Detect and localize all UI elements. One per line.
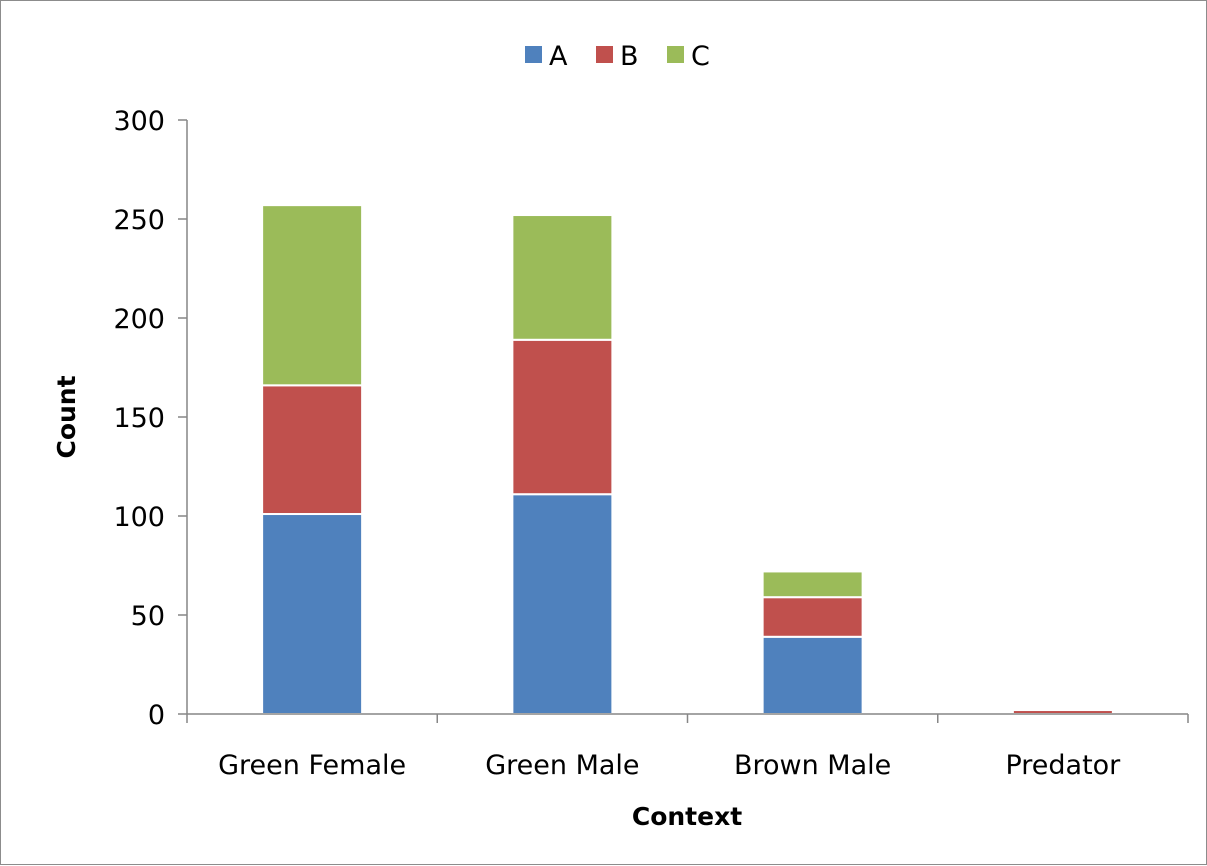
bar-segment-a (511, 493, 614, 715)
legend-label: B (620, 41, 639, 72)
x-tick-label: Green Female (218, 750, 406, 781)
y-tick-label: 50 (131, 601, 165, 632)
y-tick-label: 100 (113, 502, 165, 533)
legend-item-a: A (525, 41, 568, 72)
legend-swatch (596, 46, 613, 63)
x-tick-label: Brown Male (734, 750, 891, 781)
legend-swatch (525, 46, 542, 63)
x-tick-label: Green Male (485, 750, 639, 781)
bar-segment-b (261, 384, 364, 516)
legend-item-b: B (596, 41, 639, 72)
bar-segment-c (761, 570, 864, 599)
bar-segment-c (261, 204, 364, 387)
y-tick-label: 250 (113, 205, 165, 236)
axes: 0 50 100 150 200 250 300 Green Female Green Male… (113, 106, 1189, 781)
y-axis-title: Count (52, 375, 81, 458)
x-axis-title: Context (632, 802, 742, 831)
y-tick-label: 200 (113, 304, 165, 335)
x-tick-label: Predator (1005, 750, 1121, 781)
bar-segment-a (761, 635, 864, 716)
bar-segment-c (511, 214, 614, 341)
y-tick-label: 0 (148, 700, 165, 731)
bar-segment-a (261, 513, 364, 716)
y-tick-label: 300 (113, 106, 165, 137)
legend-swatch (667, 46, 684, 63)
legend-label: C (691, 41, 710, 72)
legend-item-c: C (667, 41, 710, 72)
bar-segment-b (761, 596, 864, 638)
plot-area (261, 204, 1114, 716)
y-tick-label: 150 (113, 403, 165, 434)
bar-segment-b (511, 338, 614, 496)
legend: A B C (525, 41, 710, 72)
legend-label: A (549, 41, 568, 72)
